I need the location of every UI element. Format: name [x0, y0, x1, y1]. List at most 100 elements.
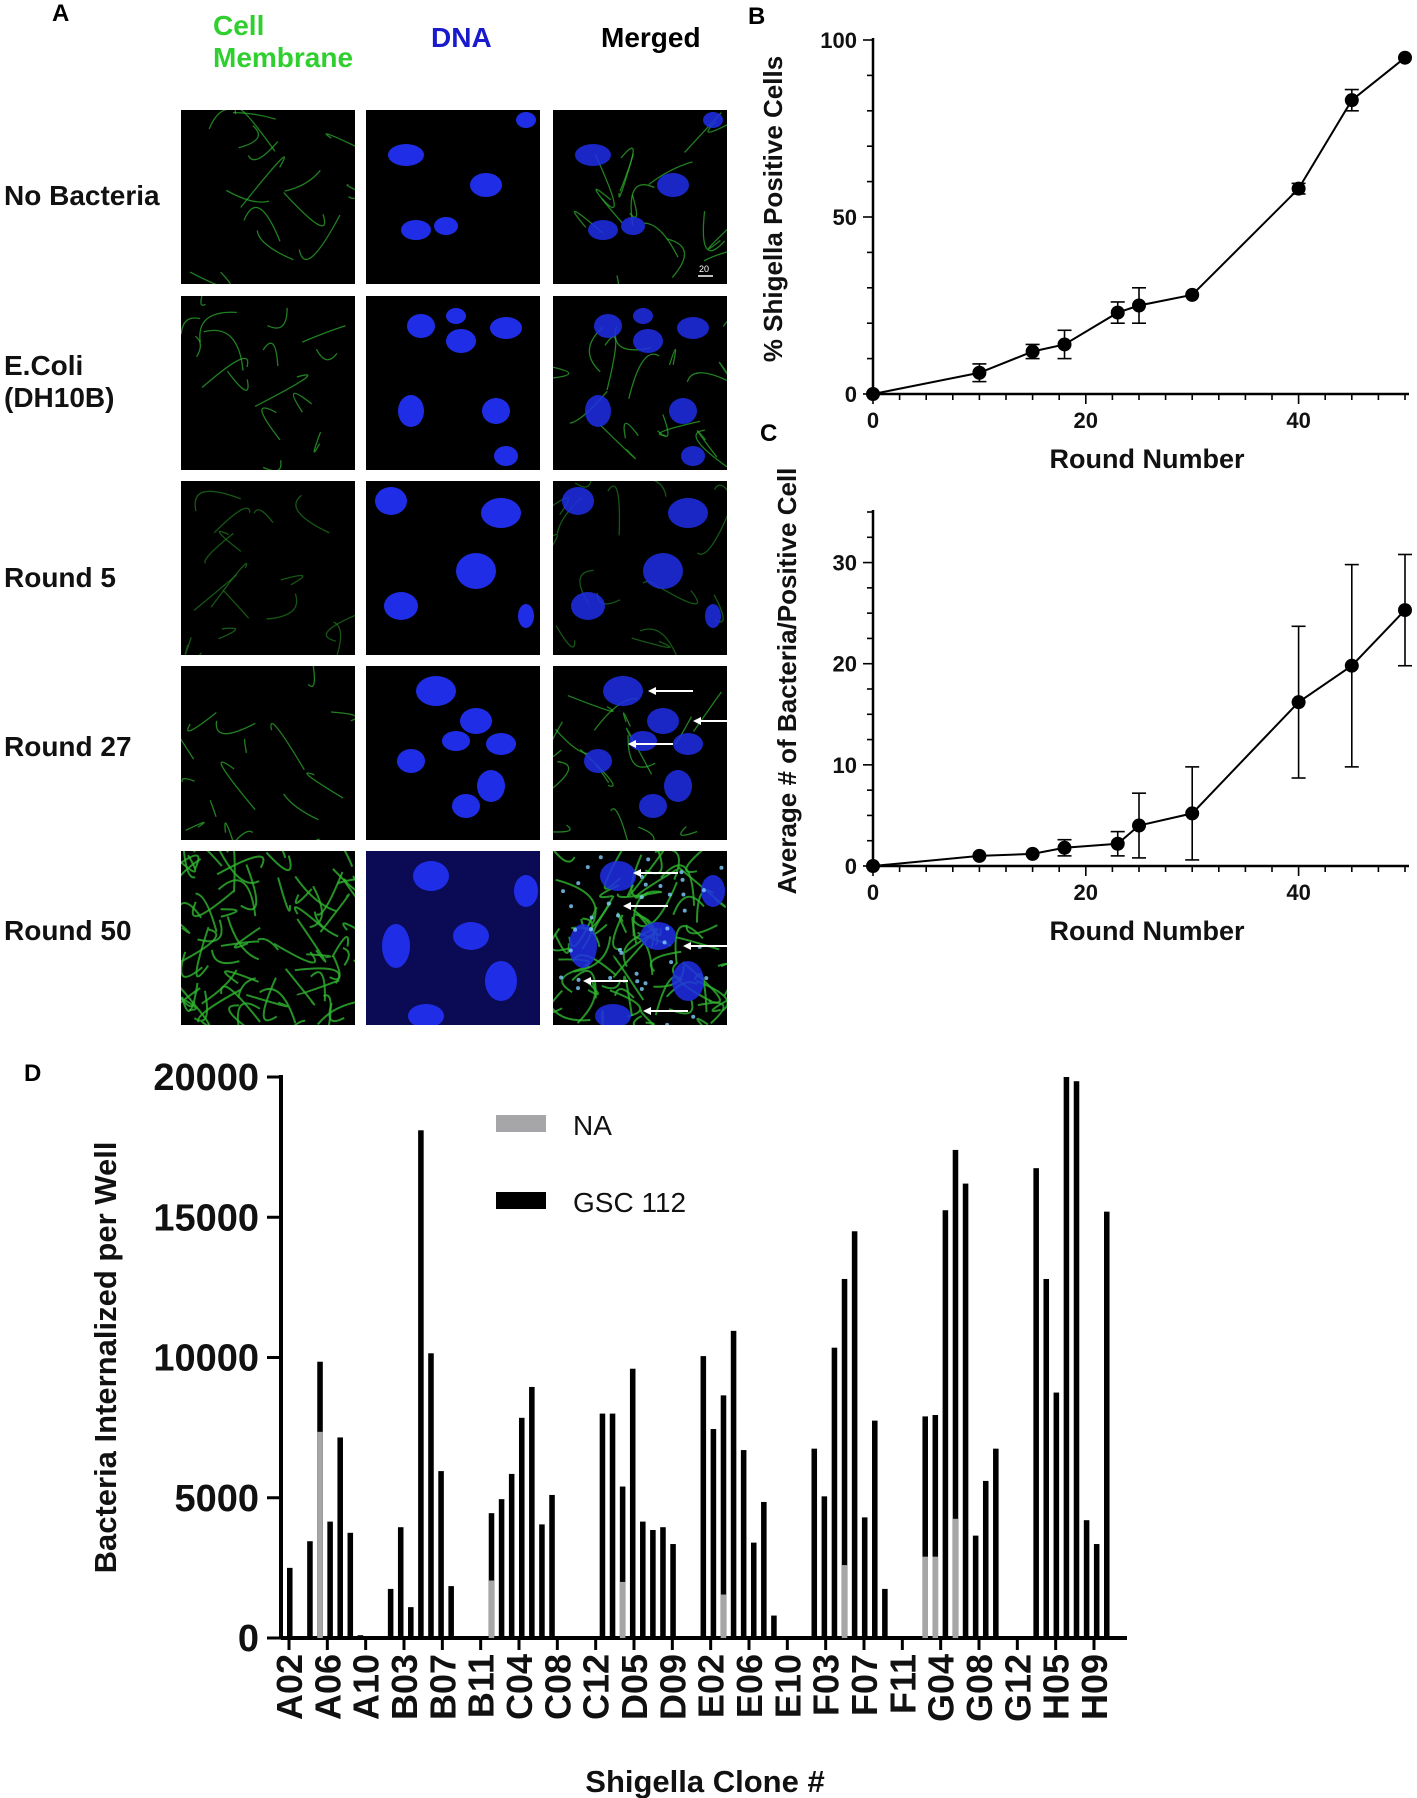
bar	[761, 1501, 767, 1638]
membrane-stroke	[199, 311, 237, 343]
nucleus	[413, 861, 449, 891]
membrane-stroke	[210, 562, 248, 608]
bacterium-dot	[589, 927, 594, 932]
membrane-stroke	[325, 614, 355, 642]
membrane-stroke	[216, 855, 265, 876]
micrograph-image	[181, 666, 355, 840]
membrane-stroke	[224, 822, 234, 840]
bar	[619, 1486, 626, 1638]
membrane-stroke	[262, 977, 278, 1022]
x-axis-label: Round Number	[1050, 916, 1245, 946]
membrane-stroke	[294, 888, 313, 904]
membrane-stroke	[265, 851, 292, 872]
data-point	[1057, 337, 1072, 352]
membrane-stroke	[319, 893, 350, 933]
x-tick-label: 0	[867, 880, 879, 905]
membrane-stroke	[315, 838, 320, 840]
nucleus	[514, 875, 538, 907]
membrane-stroke	[658, 586, 699, 605]
membrane-stroke	[209, 799, 217, 817]
membrane-stroke	[208, 110, 227, 130]
membrane-stroke	[181, 987, 201, 1004]
membrane-stroke	[283, 192, 326, 227]
membrane-stroke	[301, 325, 346, 343]
membrane-stroke	[218, 851, 260, 884]
membrane-stroke	[707, 228, 727, 250]
data-point	[972, 365, 987, 380]
bar	[518, 1417, 525, 1638]
membrane-stroke	[553, 761, 570, 789]
membrane-stroke	[313, 431, 322, 453]
bar	[851, 1231, 858, 1638]
membrane-stroke	[628, 353, 660, 399]
membrane-stroke	[657, 414, 669, 438]
data-point	[1057, 840, 1072, 855]
x-tick-label: D09	[652, 1654, 693, 1720]
membrane-stroke	[554, 933, 570, 954]
nucleus	[669, 398, 697, 424]
membrane-stroke	[616, 275, 620, 284]
membrane-stroke	[189, 271, 231, 284]
data-point	[866, 387, 880, 401]
micrograph-tile	[553, 851, 727, 1025]
membrane-stroke	[281, 851, 287, 859]
bar	[771, 1615, 777, 1638]
membrane-stroke	[330, 711, 355, 722]
y-tick-label: 0	[238, 1618, 259, 1660]
micrograph-image	[181, 110, 355, 284]
data-point	[1132, 298, 1146, 313]
nucleus	[569, 924, 597, 968]
x-tick-label: A02	[269, 1654, 310, 1720]
arrow-head	[633, 869, 641, 877]
membrane-stroke	[256, 230, 294, 261]
nucleus	[703, 112, 723, 128]
nucleus	[588, 220, 618, 240]
bar	[287, 1567, 293, 1638]
nucleus	[384, 592, 418, 620]
membrane-stroke	[181, 951, 203, 978]
bacterium-dot	[658, 883, 663, 888]
legend-swatch	[496, 1192, 546, 1209]
membrane-stroke	[181, 854, 200, 870]
bacterium-dot	[669, 960, 674, 965]
x-tick-label: C12	[576, 1654, 617, 1720]
membrane-stroke	[243, 206, 281, 242]
x-tick-label: G08	[959, 1654, 1000, 1722]
nucleus	[633, 308, 653, 324]
bacterium-dot	[635, 979, 640, 984]
bar	[952, 1518, 959, 1638]
y-tick-label: 10	[833, 753, 857, 778]
bar	[1104, 1211, 1110, 1638]
membrane-stroke	[313, 911, 339, 938]
series-line	[872, 609, 1406, 867]
nucleus	[657, 173, 689, 197]
bacterium-dot	[667, 892, 672, 897]
micrograph-tile: 20	[553, 110, 727, 284]
bar	[640, 1521, 646, 1638]
membrane-stroke	[610, 808, 628, 840]
data-point	[1025, 846, 1040, 861]
data-point	[1291, 695, 1306, 710]
nucleus	[397, 749, 425, 773]
nucleus	[452, 794, 480, 818]
membrane-stroke	[226, 370, 249, 391]
membrane-stroke	[261, 407, 281, 441]
data-point	[1398, 603, 1412, 618]
bacterium-dot	[679, 870, 684, 875]
bacterium-dot	[606, 901, 611, 906]
legend-label: GSC 112	[573, 1187, 686, 1218]
x-tick-label: H05	[1036, 1654, 1077, 1720]
membrane-stroke	[181, 854, 197, 873]
x-tick-label: C04	[499, 1654, 540, 1720]
legend-swatch	[496, 1115, 546, 1132]
membrane-stroke	[675, 936, 720, 951]
bar	[428, 1353, 434, 1638]
nucleus	[673, 733, 703, 755]
x-tick-label: H09	[1074, 1654, 1115, 1720]
y-tick-label: 0	[845, 854, 857, 879]
bar	[740, 1450, 747, 1638]
bar	[750, 1542, 757, 1638]
chart-axes: 0 20 40 0 10 20 30 Round Number Average # of Bac…	[772, 468, 1409, 946]
membrane-stroke	[292, 392, 313, 413]
membrane-stroke	[703, 251, 727, 262]
